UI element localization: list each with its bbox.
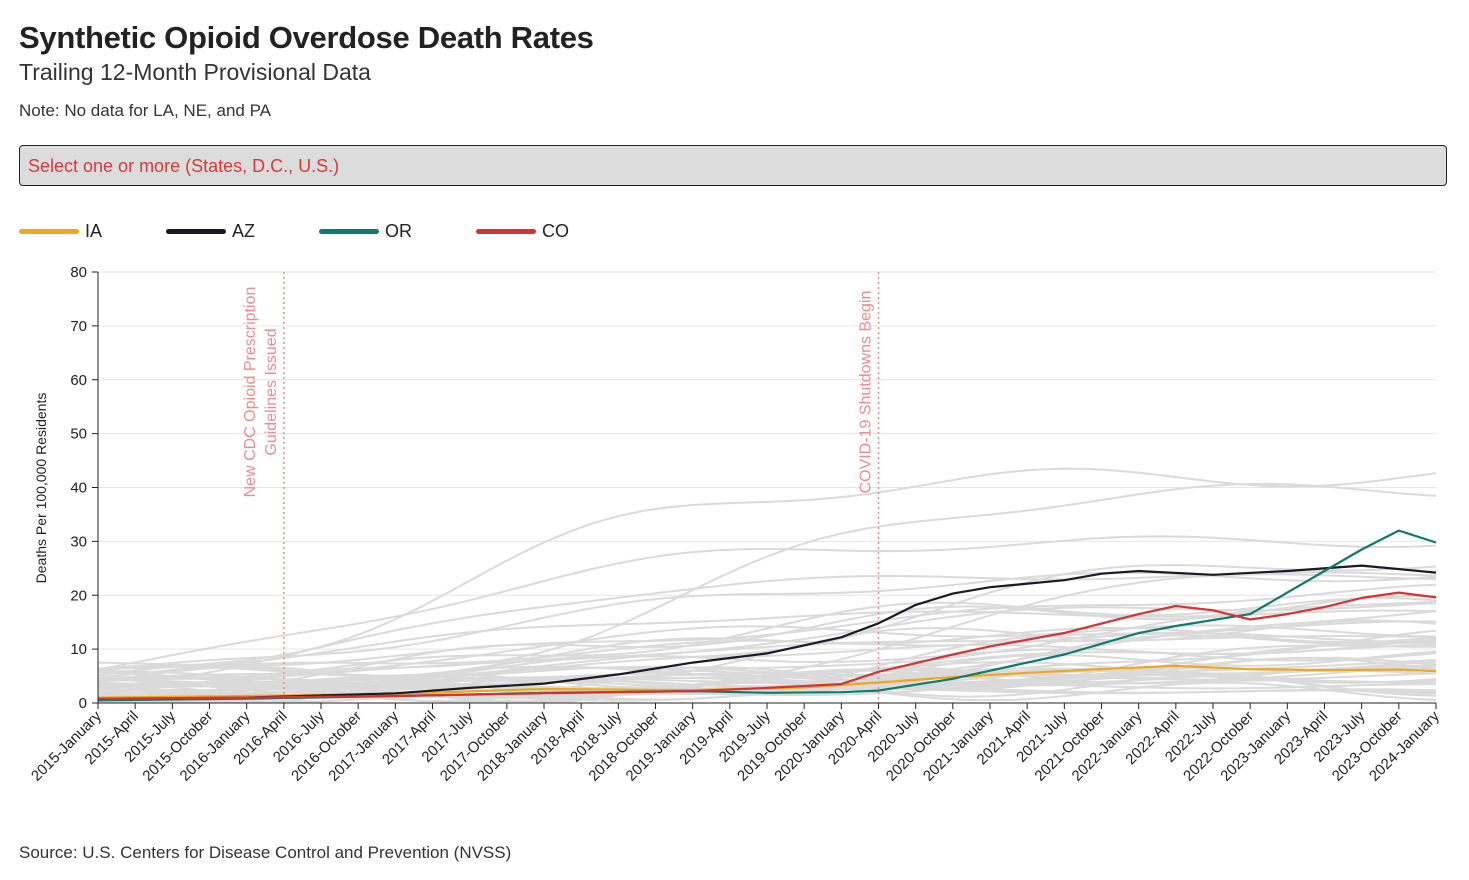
legend-swatch-az bbox=[166, 228, 227, 234]
background-state-line bbox=[98, 675, 1437, 703]
y-tick-label: 70 bbox=[70, 318, 87, 335]
annotation-label: COVID-19 Shutdowns Begin bbox=[858, 291, 875, 494]
annotation-label: Guidelines Issued bbox=[263, 328, 280, 455]
legend-item-or[interactable]: OR bbox=[319, 221, 412, 242]
y-tick-label: 0 bbox=[79, 695, 87, 712]
chart-subtitle: Trailing 12-Month Provisional Data bbox=[19, 59, 371, 85]
legend-swatch-or bbox=[319, 228, 380, 234]
legend-label-ia: IA bbox=[85, 220, 103, 241]
highlighted-series bbox=[97, 529, 1437, 702]
y-tick-label: 80 bbox=[70, 264, 87, 281]
legend-item-ia[interactable]: IA bbox=[19, 221, 102, 242]
y-tick-label: 60 bbox=[70, 372, 87, 389]
chart-axes: 010203040506070802015-January2015-April2… bbox=[28, 264, 1443, 785]
y-tick-label: 30 bbox=[70, 533, 87, 550]
line-chart: New CDC Opioid Prescription Guidelines Is… bbox=[28, 264, 1443, 785]
y-axis-label: Deaths Per 100,000 Residents bbox=[33, 393, 49, 584]
source-note: Source: U.S. Centers for Disease Control… bbox=[19, 843, 512, 862]
background-state-line bbox=[97, 666, 1437, 692]
chart-legend: IA AZ OR CO bbox=[19, 219, 633, 243]
background-state-line bbox=[97, 638, 1437, 682]
chart-gridlines bbox=[98, 271, 1436, 650]
legend-item-az[interactable]: AZ bbox=[166, 221, 255, 242]
series-line-co[interactable] bbox=[97, 591, 1437, 700]
chart-title: Synthetic Opioid Overdose Death Rates bbox=[19, 20, 594, 55]
chart-annotations: New CDC Opioid Prescription Guidelines Is… bbox=[242, 272, 880, 703]
data-note: Note: No data for LA, NE, and PA bbox=[19, 101, 271, 120]
legend-label-co: CO bbox=[542, 220, 570, 241]
y-tick-label: 40 bbox=[70, 480, 87, 497]
background-state-line bbox=[97, 535, 1437, 671]
series-line-ia[interactable] bbox=[97, 664, 1437, 699]
region-select-placeholder: Select one or more (States, D.C., U.S.) bbox=[28, 156, 340, 176]
series-line-az[interactable] bbox=[97, 564, 1437, 701]
annotation-label: New CDC Opioid Prescription bbox=[242, 287, 259, 498]
background-state-line bbox=[97, 597, 1437, 679]
legend-swatch-co bbox=[476, 228, 537, 234]
region-select-dropdown[interactable]: Select one or more (States, D.C., U.S.) bbox=[19, 145, 1447, 186]
y-tick-label: 50 bbox=[70, 426, 87, 443]
legend-label-or: OR bbox=[385, 220, 413, 241]
legend-label-az: AZ bbox=[232, 220, 256, 241]
y-tick-label: 20 bbox=[70, 587, 87, 604]
legend-item-co[interactable]: CO bbox=[476, 221, 569, 242]
background-state-line bbox=[97, 564, 1437, 678]
legend-swatch-ia bbox=[19, 228, 79, 234]
background-state-lines bbox=[97, 467, 1437, 703]
background-state-line bbox=[98, 609, 1437, 670]
background-state-line bbox=[97, 632, 1437, 679]
y-tick-label: 10 bbox=[70, 641, 87, 658]
